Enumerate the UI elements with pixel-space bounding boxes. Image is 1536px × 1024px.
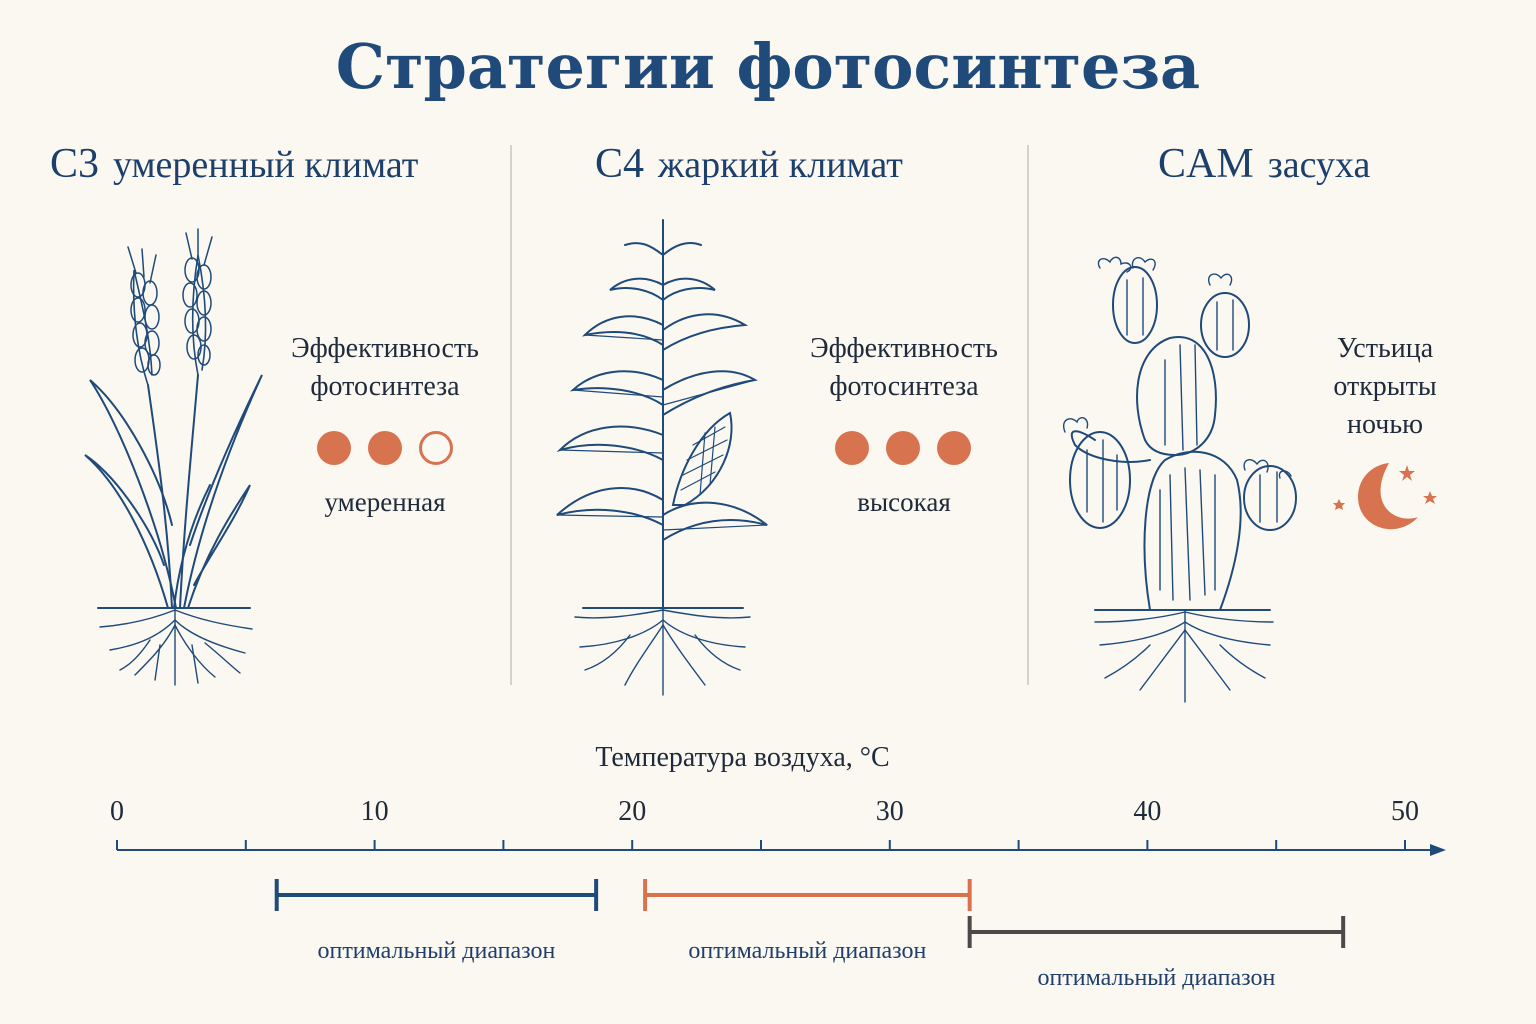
label-line: фотосинтеза	[829, 371, 979, 402]
c4-code: C4	[595, 141, 645, 187]
axis-tick-label: 40	[1133, 796, 1161, 827]
c3-header: C3 умеренный климат	[50, 140, 418, 188]
c3-climate: умеренный климат	[113, 144, 419, 186]
axis-tick-label: 0	[110, 796, 124, 827]
label-line: Эффективность	[810, 333, 998, 364]
axis-tick-label: 20	[618, 796, 646, 827]
efficiency-dot-filled	[317, 431, 351, 465]
moon-icon	[1358, 463, 1418, 530]
cactus-icon	[1063, 256, 1297, 703]
c3-efficiency-label: Эффективность фотосинтеза	[265, 330, 505, 406]
efficiency-dot-filled	[368, 431, 402, 465]
optimal-range-label: оптимальный диапазон	[688, 938, 927, 964]
axis-title: Температура воздуха, °C	[595, 742, 890, 773]
cam-climate: засуха	[1267, 144, 1371, 186]
night-group	[1333, 463, 1437, 530]
column-divider	[1027, 145, 1029, 685]
efficiency-dot-empty	[419, 431, 453, 465]
axis-tick-label: 10	[361, 796, 389, 827]
column-divider	[510, 145, 512, 685]
c4-efficiency-label: Эффективность фотосинтеза	[784, 330, 1024, 406]
cam-header: CAM засуха	[1158, 140, 1370, 188]
axis-tick-label: 50	[1391, 796, 1419, 827]
temperature-axis: 0 10 20 30 40 50	[110, 796, 1446, 948]
optimal-range-label: оптимальный диапазон	[1037, 965, 1276, 991]
axis-arrow	[1430, 844, 1446, 856]
label-line: фотосинтеза	[310, 371, 460, 402]
efficiency-dot-filled	[835, 431, 869, 465]
c4-climate: жаркий климат	[658, 144, 903, 186]
c4-efficiency-level: высокая	[857, 487, 951, 517]
efficiency-dot-filled	[886, 431, 920, 465]
label-line: Устьица	[1336, 333, 1434, 364]
axis-tick-label: 30	[876, 796, 904, 827]
cam-stomata-label: Устьица открыты ночью	[1300, 330, 1470, 444]
star-icon	[1333, 465, 1437, 510]
efficiency-dot-filled	[937, 431, 971, 465]
wheat-icon	[84, 228, 263, 686]
c3-code: C3	[50, 141, 100, 187]
label-line: открыты	[1333, 371, 1437, 402]
label-line: ночью	[1346, 409, 1424, 440]
c4-header: C4 жаркий климат	[595, 140, 903, 188]
label-line: Эффективность	[291, 333, 479, 364]
page-title: Стратегии фотосинтеза	[335, 30, 1201, 103]
cam-code: CAM	[1158, 141, 1254, 187]
optimal-range-label: оптимальный диапазон	[317, 938, 556, 964]
corn-icon	[556, 219, 768, 696]
c3-efficiency-level: умеренная	[324, 487, 446, 517]
